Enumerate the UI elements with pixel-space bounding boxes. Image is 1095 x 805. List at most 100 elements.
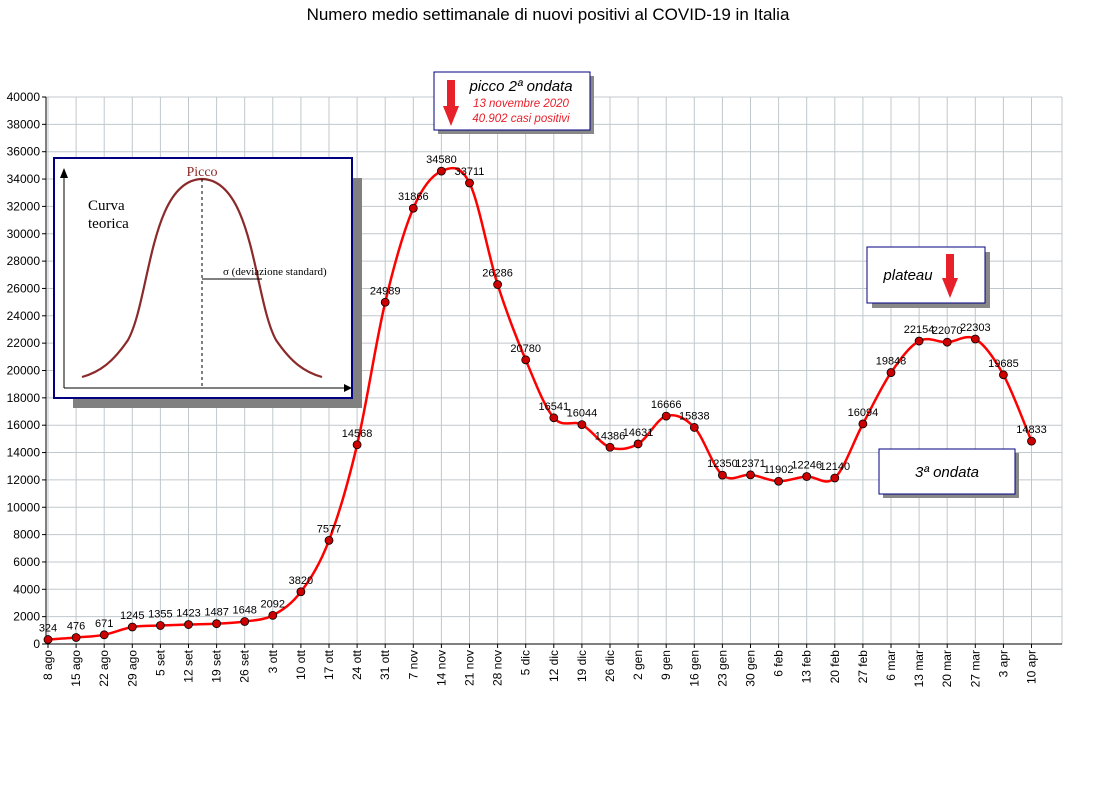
- data-point: [886, 368, 896, 377]
- data-point: [240, 617, 250, 626]
- data-point: [296, 587, 306, 597]
- x-tick-label: 31 ott: [378, 649, 392, 680]
- data-label: 34580: [426, 154, 457, 166]
- data-point: [268, 610, 278, 620]
- x-tick-label: 8 ago: [41, 650, 55, 680]
- x-tick-label: 28 nov: [491, 650, 505, 686]
- data-point: [465, 178, 474, 188]
- x-tick-label: 19 set: [210, 649, 224, 682]
- peak-annotation-cases: 40.902 casi positivi: [472, 113, 570, 125]
- y-tick-label: 40000: [7, 90, 41, 104]
- data-label: 1648: [232, 604, 256, 616]
- data-label: 2092: [261, 598, 285, 610]
- x-tick-label: 20 mar: [940, 650, 954, 687]
- x-tick-label: 27 feb: [856, 650, 870, 684]
- data-label: 31866: [398, 191, 429, 203]
- data-label: 1487: [204, 607, 228, 619]
- data-point: [1027, 436, 1036, 446]
- x-tick-label: 30 gen: [744, 650, 758, 687]
- data-label: 33711: [455, 166, 485, 178]
- data-point: [577, 420, 587, 429]
- y-tick-label: 6000: [13, 555, 40, 569]
- data-point: [689, 423, 699, 432]
- data-label: 12371: [735, 458, 766, 470]
- data-label: 19685: [988, 358, 1019, 370]
- data-point: [212, 619, 222, 629]
- data-label: 14631: [623, 427, 654, 439]
- plateau-annotation: plateau: [866, 246, 990, 308]
- y-tick-label: 12000: [7, 473, 41, 487]
- chart-title: Numero medio settimanale di nuovi positi…: [307, 5, 790, 24]
- data-points: [43, 166, 1036, 644]
- data-label: 14833: [1016, 424, 1047, 436]
- data-label: 476: [67, 620, 85, 632]
- y-tick-label: 20000: [7, 364, 41, 378]
- data-label: 24989: [370, 285, 401, 297]
- plateau-label: plateau: [882, 267, 933, 284]
- data-point: [71, 633, 81, 642]
- x-tick-label: 12 set: [182, 649, 196, 682]
- x-tick-label: 13 feb: [800, 650, 814, 684]
- data-point: [942, 337, 952, 347]
- data-label: 26286: [482, 268, 513, 280]
- theory-inset: Picco Curva teorica σ (deviazione standa…: [53, 157, 362, 408]
- x-tick-label: 16 gen: [687, 650, 701, 687]
- y-tick-label: 36000: [7, 145, 41, 159]
- data-label: 671: [95, 618, 113, 630]
- y-tick-label: 34000: [7, 172, 41, 186]
- down-arrow-icon: [942, 254, 958, 298]
- inset-curve-label-2: teorica: [88, 216, 129, 232]
- y-tick-label: 22000: [7, 336, 41, 350]
- x-tick-label: 21 nov: [463, 650, 477, 686]
- data-label: 12350: [707, 458, 738, 470]
- x-tick-label: 7 nov: [406, 650, 420, 679]
- y-tick-label: 38000: [7, 117, 41, 131]
- y-tick-label: 14000: [7, 446, 41, 460]
- data-label: 7577: [317, 523, 341, 535]
- data-label: 16094: [848, 407, 879, 419]
- data-point: [155, 621, 165, 630]
- y-tick-label: 30000: [7, 227, 41, 241]
- data-label: 14386: [595, 430, 626, 442]
- data-label: 22303: [960, 322, 991, 334]
- x-tick-label: 5 dic: [519, 650, 533, 675]
- data-point: [661, 411, 671, 421]
- data-label: 11902: [764, 464, 794, 476]
- data-label: 16044: [567, 408, 598, 420]
- inset-peak-label: Picco: [186, 165, 217, 180]
- data-point: [324, 535, 334, 545]
- y-tick-label: 16000: [7, 418, 41, 432]
- x-tick-label: 6 feb: [772, 650, 786, 677]
- data-label: 20780: [510, 343, 541, 355]
- data-point: [802, 472, 812, 481]
- data-point: [521, 355, 531, 365]
- x-tick-label: 10 apr: [1025, 650, 1039, 684]
- x-tick-label: 2 gen: [631, 650, 645, 680]
- data-point: [999, 370, 1008, 380]
- data-point: [408, 203, 418, 213]
- x-tick-label: 26 set: [238, 649, 252, 682]
- data-point: [746, 470, 755, 480]
- data-point: [718, 470, 727, 480]
- y-tick-label: 8000: [13, 528, 40, 542]
- down-arrow-icon: [443, 80, 459, 126]
- y-tick-labels: 0 2000 4000 6000 8000 10000 12000 14000 16000 180…: [7, 90, 41, 651]
- y-tick-label: 26000: [7, 281, 41, 295]
- x-tick-label: 14 nov: [434, 650, 448, 686]
- x-tick-label: 6 mar: [884, 650, 898, 681]
- x-tick-label: 19 dic: [575, 650, 589, 682]
- x-tick-label: 15 ago: [69, 650, 83, 687]
- y-tick-label: 2000: [13, 610, 40, 624]
- x-tick-label: 3 ott: [266, 649, 280, 673]
- x-tick-label: 12 dic: [547, 650, 561, 682]
- data-label: 22070: [932, 325, 963, 337]
- data-label: 1423: [176, 608, 200, 620]
- inset-curve-label-1: Curva: [88, 198, 125, 214]
- wave3-annotation: 3ª ondata: [878, 448, 1019, 498]
- data-point: [633, 439, 643, 449]
- x-tick-label: 9 gen: [659, 650, 673, 680]
- data-label: 14568: [342, 428, 373, 440]
- x-tick-label: 24 ott: [350, 649, 364, 680]
- peak-annotation: picco 2ª ondata 13 novembre 2020 40.902 …: [433, 71, 594, 134]
